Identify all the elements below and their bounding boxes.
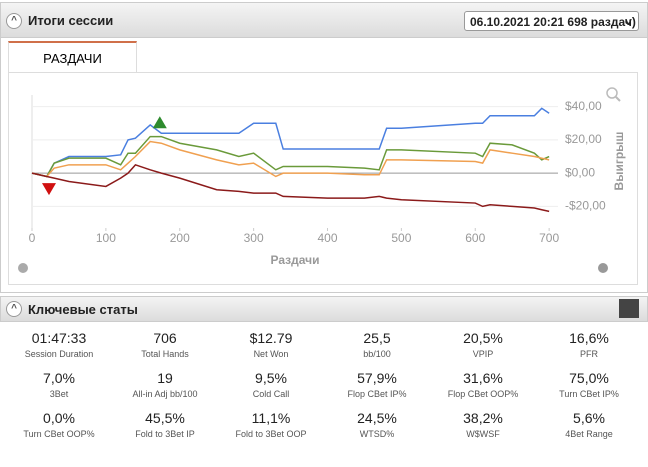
stat: 16,6% PFR bbox=[536, 330, 642, 359]
stat: 11,1% Fold to 3Bet OOP bbox=[218, 410, 324, 439]
x-tick-label: 100 bbox=[96, 231, 116, 245]
x-axis-label: Раздачи bbox=[271, 253, 320, 267]
max-marker bbox=[152, 116, 167, 129]
y-tick-label: -$20,00 bbox=[565, 199, 606, 213]
y-tick-label: $20,00 bbox=[565, 132, 602, 146]
stat-value: 75,0% bbox=[569, 370, 609, 386]
stat-label: Turn CBet IP% bbox=[559, 389, 619, 399]
stat: 31,6% Flop CBet OOP% bbox=[430, 370, 536, 399]
stat-value: 9,5% bbox=[255, 370, 287, 386]
x-tick-label: 200 bbox=[170, 231, 190, 245]
stat-value: 45,5% bbox=[145, 410, 185, 426]
stat-value: 38,2% bbox=[463, 410, 503, 426]
section-title: Ключевые статы bbox=[28, 302, 138, 317]
series-line bbox=[31, 107, 550, 178]
stat-value: 11,1% bbox=[251, 410, 291, 426]
stat: 38,2% W$WSF bbox=[430, 410, 536, 439]
stat-value: 19 bbox=[157, 370, 173, 386]
stat-value: 01:47:33 bbox=[31, 330, 87, 346]
stat-label: Net Won bbox=[253, 349, 289, 359]
x-tick-label: 600 bbox=[465, 231, 485, 245]
stat-value: 25,5 bbox=[363, 330, 391, 346]
stat-value: 57,9% bbox=[357, 370, 397, 386]
stat-label: Fold to 3Bet OOP bbox=[235, 429, 307, 439]
stat-value: 706 bbox=[153, 330, 177, 346]
stat-value: 31,6% bbox=[463, 370, 503, 386]
stats-grid: 01:47:33 Session Duration 706 Total Hands $1… bbox=[6, 330, 642, 439]
stat-value: 20,5% bbox=[463, 330, 503, 346]
stat-label: 4Bet Range bbox=[565, 429, 613, 439]
y-tick-label: $0,00 bbox=[565, 165, 595, 179]
stat-value: 5,6% bbox=[573, 410, 605, 426]
stat-value: $12.79 bbox=[249, 330, 293, 346]
x-tick-label: 0 bbox=[29, 231, 36, 245]
x-tick-label: 300 bbox=[244, 231, 264, 245]
stat: 0,0% Turn CBet OOP% bbox=[6, 410, 112, 439]
collapse-button[interactable]: ^ bbox=[6, 301, 22, 317]
y-axis-label: Выигрыш bbox=[612, 132, 626, 191]
stat-value: 7,0% bbox=[43, 370, 75, 386]
zoom-icon-handle bbox=[615, 96, 621, 102]
stat-label: Flop CBet IP% bbox=[347, 389, 407, 399]
series-line bbox=[31, 135, 550, 178]
stat: 706 Total Hands bbox=[112, 330, 218, 359]
settings-icon[interactable] bbox=[18, 263, 28, 273]
zoom-icon[interactable] bbox=[606, 87, 618, 99]
stat: 20,5% VPIP bbox=[430, 330, 536, 359]
session-select[interactable]: 06.10.2021 20:21 698 раздач) ˅ bbox=[464, 11, 639, 31]
stat: 45,5% Fold to 3Bet IP bbox=[112, 410, 218, 439]
stats-header: ^ Ключевые статы bbox=[0, 296, 648, 322]
chart: Раздачи Выигрыш -$20,00 $0,00 $20,00 $40,00… bbox=[18, 87, 626, 273]
stat: 19 All-in Adj bb/100 bbox=[112, 370, 218, 399]
stat-label: VPIP bbox=[472, 349, 494, 359]
series-line bbox=[31, 140, 550, 178]
stat-label: All-in Adj bb/100 bbox=[132, 389, 198, 399]
stat: 75,0% Turn CBet IP% bbox=[536, 370, 642, 399]
series-line bbox=[31, 163, 550, 213]
x-tick-label: 400 bbox=[317, 231, 337, 245]
session-header: ^ Итоги сессии 06.10.2021 20:21 698 разд… bbox=[0, 2, 648, 38]
stat-label: WTSD% bbox=[359, 429, 395, 439]
stat-value: 24,5% bbox=[357, 410, 397, 426]
stat-label: 3Bet bbox=[49, 389, 69, 399]
stat-label: Fold to 3Bet IP bbox=[135, 429, 195, 439]
stat-label: Flop CBet OOP% bbox=[447, 389, 519, 399]
info-icon[interactable] bbox=[598, 263, 608, 273]
stat-label: Total Hands bbox=[141, 349, 189, 359]
stat-value: 0,0% bbox=[43, 410, 75, 426]
x-tick-label: 700 bbox=[539, 231, 559, 245]
tab[interactable]: РАЗДАЧИ bbox=[8, 41, 137, 72]
stat-label: bb/100 bbox=[363, 349, 391, 359]
stat: 57,9% Flop CBet IP% bbox=[324, 370, 430, 399]
stat: $12.79 Net Won bbox=[218, 330, 324, 359]
collapse-button[interactable]: ^ bbox=[6, 13, 22, 29]
stat-label: Turn CBet OOP% bbox=[23, 429, 95, 439]
stat: 7,0% 3Bet bbox=[6, 370, 112, 399]
stat-label: PFR bbox=[580, 349, 598, 359]
stat: 25,5 bb/100 bbox=[324, 330, 430, 359]
select-text: 06.10.2021 20:21 698 раздач) bbox=[470, 15, 636, 29]
chart-box: Раздачи Выигрыш -$20,00 $0,00 $20,00 $40,00… bbox=[8, 72, 638, 285]
layout-button[interactable] bbox=[619, 299, 639, 318]
stat-value: 16,6% bbox=[569, 330, 609, 346]
stat: 01:47:33 Session Duration bbox=[6, 330, 112, 359]
section-title: Итоги сессии bbox=[28, 13, 114, 28]
stat-label: Session Duration bbox=[24, 349, 94, 359]
min-marker bbox=[41, 183, 56, 196]
stat-label: W$WSF bbox=[466, 429, 500, 439]
stat: 5,6% 4Bet Range bbox=[536, 410, 642, 439]
y-tick-label: $40,00 bbox=[565, 99, 602, 113]
stat: 9,5% Cold Call bbox=[218, 370, 324, 399]
stat-label: Cold Call bbox=[252, 389, 290, 399]
x-tick-label: 500 bbox=[391, 231, 411, 245]
stat: 24,5% WTSD% bbox=[324, 410, 430, 439]
